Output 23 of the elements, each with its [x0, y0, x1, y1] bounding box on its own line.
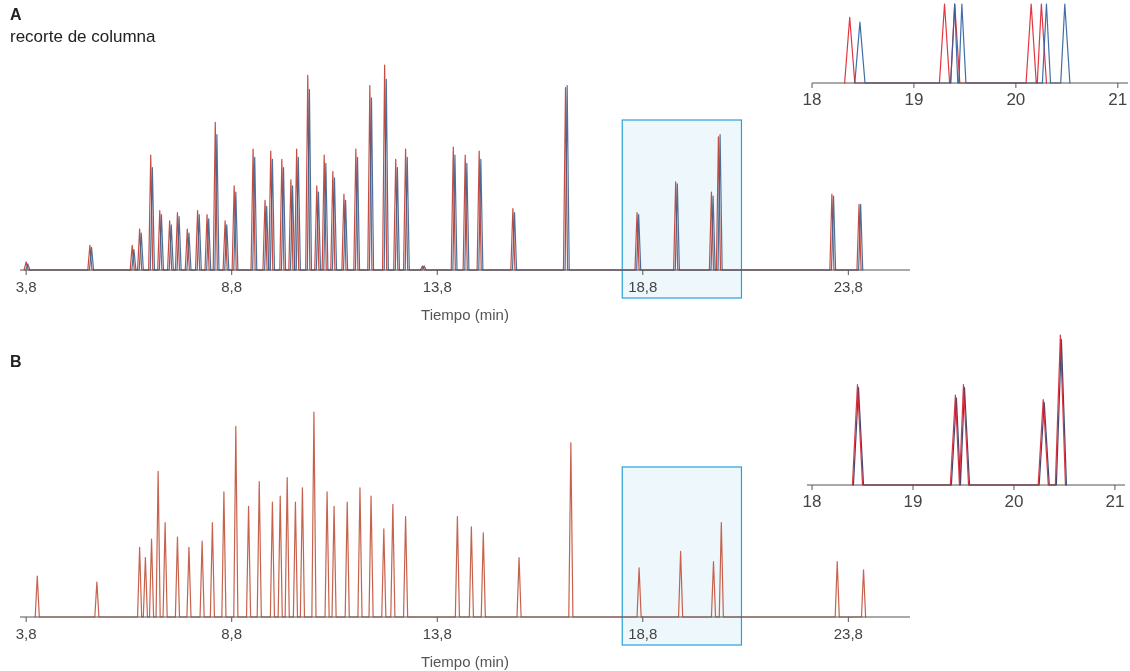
x-tick-label: 8,8 [221, 278, 243, 295]
x-tick-label: 8,8 [221, 625, 243, 642]
x-tick-label: 20 [1006, 90, 1026, 109]
x-axis-title: Tiempo (min) [421, 306, 509, 323]
x-tick-label: 18,8 [628, 625, 658, 642]
x-tick-label: 3,8 [15, 625, 37, 642]
x-tick-label: 18,8 [628, 278, 658, 295]
x-tick-label: 20 [1004, 492, 1024, 511]
x-tick-label: 18 [802, 492, 822, 511]
x-tick-label: 23,8 [833, 625, 863, 642]
x-tick-label: 23,8 [833, 278, 863, 295]
chart-title: B [10, 353, 22, 370]
x-tick-label: 21 [1108, 90, 1128, 109]
chart-subtitle: recorte de columna [10, 27, 157, 46]
x-tick-label: 19 [903, 492, 923, 511]
x-tick-label: 3,8 [15, 278, 37, 295]
chart-title: A [10, 6, 22, 23]
x-tick-label: 19 [904, 90, 924, 109]
x-tick-label: 21 [1105, 492, 1125, 511]
x-axis-title: Tiempo (min) [421, 653, 509, 670]
x-tick-label: 13,8 [422, 278, 452, 295]
x-tick-label: 13,8 [422, 625, 452, 642]
x-tick-label: 18 [802, 90, 822, 109]
